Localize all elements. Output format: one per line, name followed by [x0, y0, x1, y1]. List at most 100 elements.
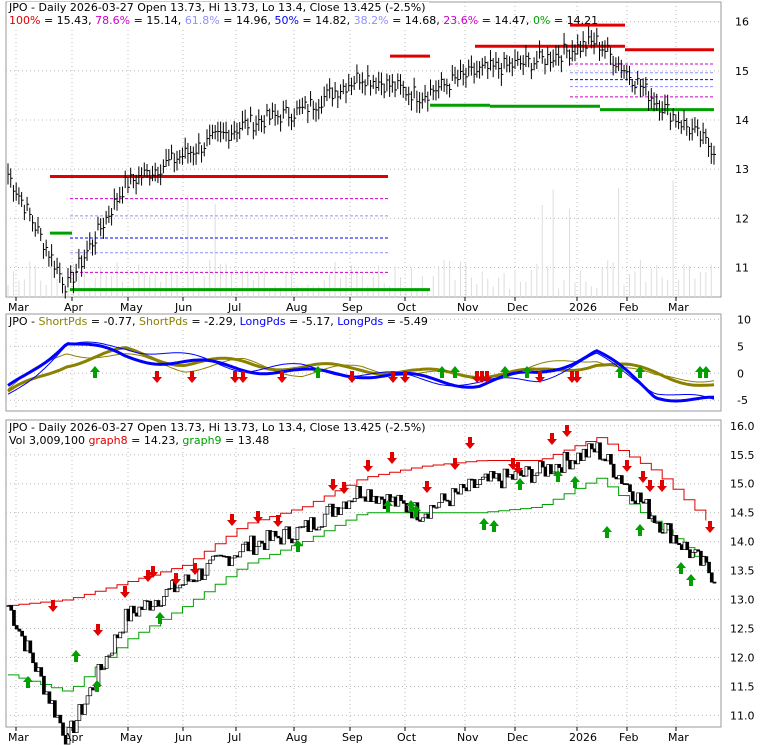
candle	[565, 451, 570, 461]
y-tick-label: 11	[735, 262, 749, 275]
sell-arrow	[273, 515, 283, 527]
candle	[532, 475, 537, 483]
candle	[502, 468, 507, 489]
legend-part: = 14.21	[550, 14, 598, 27]
candle	[551, 471, 556, 475]
candle	[301, 526, 305, 528]
x-tick-label: Feb	[619, 731, 638, 744]
sell-arrow	[645, 480, 655, 492]
sell-arrow	[450, 458, 460, 470]
x-tick-label: Mar	[8, 731, 29, 744]
sell-arrow	[482, 371, 492, 383]
y-tick-label: 5	[737, 340, 744, 353]
candle	[200, 568, 204, 580]
x-tick-label: Oct	[397, 301, 417, 314]
candle	[690, 551, 695, 559]
x-tick-label: Jun	[174, 301, 192, 314]
candle	[257, 540, 262, 547]
candle	[652, 515, 657, 524]
candle	[129, 605, 134, 622]
candle	[527, 466, 531, 470]
price-header-bg	[7, 2, 429, 28]
sell-arrow	[187, 371, 197, 383]
candle	[42, 675, 46, 695]
candle	[31, 652, 35, 664]
candle	[557, 463, 561, 468]
y-tick-label: 13.0	[730, 594, 755, 607]
candle	[74, 720, 79, 734]
fibonacci-legend: 100% = 15.43, 78.6% = 15.14, 61.8% = 14.…	[9, 14, 598, 27]
candle	[47, 691, 52, 704]
candle	[33, 662, 38, 672]
legend-part: 100%	[9, 14, 40, 27]
y-tick-label: 10	[737, 313, 751, 326]
legend-part: graph9	[182, 434, 221, 447]
y-tick-label: 12.5	[730, 623, 755, 636]
buy-arrow	[489, 520, 499, 532]
y-tick-label: 15.5	[730, 449, 755, 462]
candle	[82, 703, 87, 715]
buy-arrow	[92, 680, 102, 692]
candle	[142, 600, 147, 610]
legend-part: 23.6%	[443, 14, 478, 27]
candle	[61, 722, 65, 736]
candle	[208, 559, 213, 564]
y-tick-label: 11.0	[730, 709, 755, 722]
candle	[707, 561, 711, 574]
candle	[186, 574, 191, 582]
fibonacci-lines	[50, 23, 714, 292]
candle	[549, 464, 553, 475]
buy-arrow	[686, 574, 696, 586]
buy-arrow	[615, 366, 625, 378]
y-tick-label: 13	[735, 163, 749, 176]
candle	[647, 499, 651, 520]
candle	[669, 523, 673, 544]
buy-arrow	[635, 366, 645, 378]
x-tick-label: Sep	[342, 301, 363, 314]
candle	[437, 502, 442, 508]
sell-arrow	[143, 570, 153, 582]
sell-arrow	[328, 479, 338, 491]
candle	[121, 631, 125, 634]
legend-part: = 14.82,	[299, 14, 354, 27]
y-tick-label: 16	[735, 16, 749, 29]
candle	[434, 506, 439, 509]
buy-arrow	[695, 366, 705, 378]
legend-part: LongPds	[240, 315, 286, 328]
signal-y-axis: 16.0 15.5 15.0 14.5 14.0 13.5 13.0 12.5 12.0 11.5…	[730, 420, 755, 723]
x-tick-label: May	[120, 731, 143, 744]
legend-part: = 14.23,	[128, 434, 183, 447]
buy-arrow	[479, 518, 489, 530]
sell-arrow	[148, 566, 158, 578]
legend-part: = 13.48	[222, 434, 270, 447]
candle	[358, 486, 362, 499]
x-tick-label: May	[120, 301, 143, 314]
candle	[712, 581, 717, 584]
x-tick-label: Mar	[8, 301, 29, 314]
sell-arrow	[422, 481, 432, 493]
y-tick-label: 15.0	[730, 478, 755, 491]
x-tick-label: Apr	[64, 301, 84, 314]
sell-arrow	[227, 514, 237, 526]
legend-part: = -0.77,	[87, 315, 139, 328]
candle	[377, 496, 382, 504]
sell-arrow	[171, 573, 181, 585]
candle	[677, 542, 681, 545]
signal-arrows	[23, 425, 715, 692]
signal-panel-title: JPO - Daily 2026-03-27 Open 13.73, Hi 13…	[8, 421, 426, 434]
sell-arrow	[230, 371, 240, 383]
legend-part: = 14.96,	[220, 14, 275, 27]
sell-arrow	[152, 371, 162, 383]
sell-arrow	[705, 521, 715, 533]
band-line	[8, 437, 707, 606]
candle	[704, 556, 709, 563]
candle	[112, 634, 117, 654]
indicator-arrows	[90, 366, 711, 383]
y-tick-label: 11.5	[730, 680, 755, 693]
signal-x-axis: Mar Apr May Jun Jul Aug Sep Oct Nov Dec 2026 Feb Mar	[8, 727, 689, 744]
buy-arrow	[635, 524, 645, 536]
indicator-line	[7, 353, 715, 390]
sell-arrow	[388, 371, 398, 383]
candle	[58, 714, 63, 724]
legend-part: = -5.49	[383, 315, 428, 328]
